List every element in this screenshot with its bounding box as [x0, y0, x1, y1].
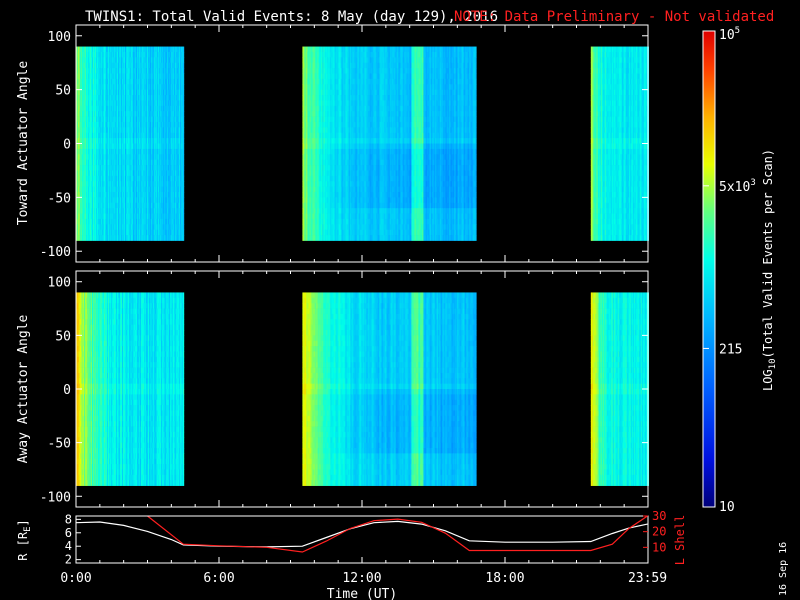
preliminary-note: NOTE: Data Preliminary - Not validated [454, 9, 774, 25]
figure: TWINS1: Total Valid Events: 8 May (day 1… [0, 0, 800, 600]
toward-heatmap [76, 47, 649, 241]
figure-title: TWINS1: Total Valid Events: 8 May (day 1… [85, 9, 498, 25]
heatmap-segment [76, 47, 184, 241]
